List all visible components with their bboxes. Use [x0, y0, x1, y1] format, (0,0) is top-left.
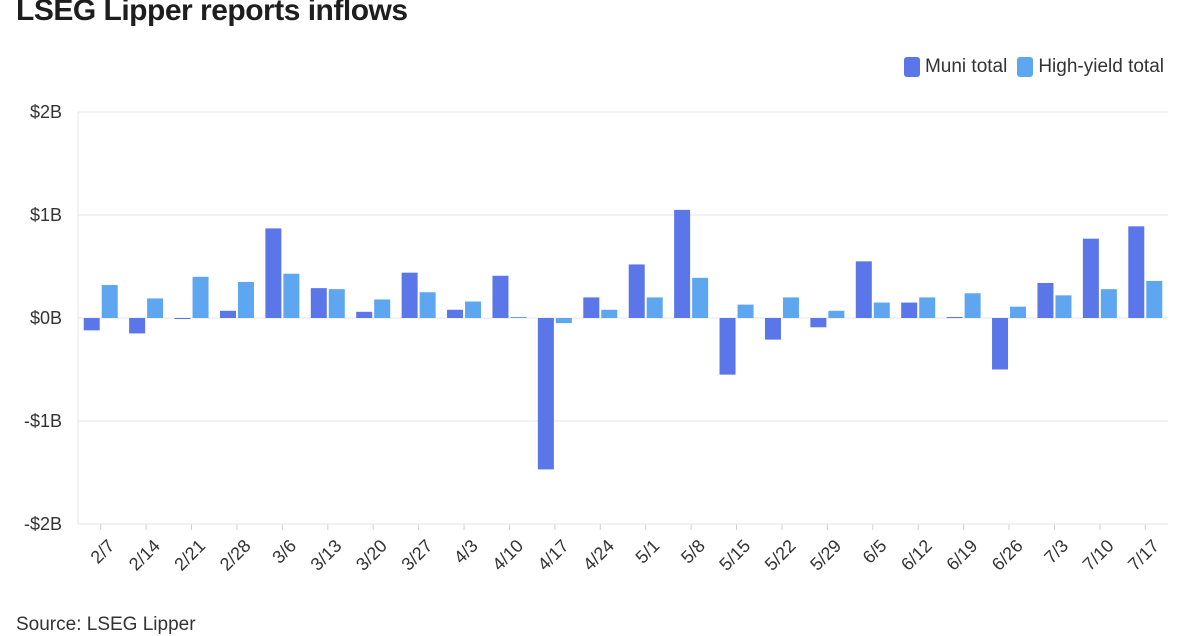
bar-muni [992, 318, 1009, 370]
x-tick-label: 2/28 [216, 536, 255, 575]
bar-muni [310, 288, 327, 318]
bar-high-yield [555, 318, 572, 324]
x-tick-label: 6/26 [988, 536, 1027, 575]
bar-muni [219, 310, 236, 318]
x-tick-label: 2/7 [87, 536, 119, 568]
y-tick-label: -$2B [24, 514, 62, 534]
bar-muni [810, 318, 827, 328]
x-tick-label: 5/22 [761, 536, 800, 575]
bar-high-yield [601, 309, 618, 318]
bar-muni [764, 318, 781, 340]
source-note: Source: LSEG Lipper [16, 614, 196, 635]
bar-high-yield [873, 302, 890, 318]
bar-high-yield [237, 281, 254, 318]
legend-item-muni: Muni total [903, 56, 1008, 78]
bar-high-yield [101, 285, 118, 318]
x-tick-label: 2/14 [125, 536, 164, 575]
bar-high-yield [1146, 280, 1163, 318]
x-tick-label: 4/24 [579, 536, 618, 575]
bar-muni [129, 318, 146, 334]
bar-muni [901, 302, 918, 318]
bar-muni [719, 318, 736, 375]
y-tick-label: $1B [30, 205, 62, 225]
x-tick-label: 6/19 [942, 536, 981, 575]
bar-muni [492, 275, 509, 318]
legend-label-muni: Muni total [924, 56, 1008, 77]
bar-muni [1037, 282, 1054, 318]
x-tick-label: 4/17 [534, 536, 573, 575]
x-tick-label: 4/3 [450, 536, 482, 568]
legend-swatch-high-yield [1017, 57, 1034, 77]
x-tick-label: 5/8 [677, 536, 709, 568]
bar-high-yield [828, 310, 845, 318]
legend-item-high-yield: High-yield total [1017, 56, 1164, 78]
bar-muni [1128, 226, 1145, 318]
bar-muni [628, 264, 645, 318]
x-tick-label: 3/27 [397, 536, 436, 575]
bar-muni [946, 316, 963, 318]
chart-title: LSEG Lipper reports inflows [16, 0, 408, 27]
bar-muni [83, 318, 100, 331]
bar-muni [265, 228, 282, 318]
bar-high-yield [919, 297, 936, 318]
x-tick-label: 5/29 [806, 536, 845, 575]
bar-high-yield [147, 298, 164, 318]
x-tick-label: 7/10 [1079, 536, 1118, 575]
x-tick-label: 6/12 [897, 536, 936, 575]
x-tick-label: 3/13 [307, 536, 346, 575]
bar-high-yield [782, 297, 799, 318]
bar-high-yield [692, 277, 709, 318]
bar-high-yield [374, 299, 391, 318]
bar-high-yield [1100, 289, 1117, 318]
bar-muni [1082, 238, 1099, 318]
bar-high-yield [1010, 306, 1027, 318]
x-tick-label: 3/20 [352, 536, 391, 575]
bar-high-yield [419, 292, 436, 318]
y-tick-label: $2B [30, 102, 62, 122]
bar-high-yield [646, 297, 663, 318]
bar-high-yield [964, 293, 981, 318]
bar-muni [583, 297, 600, 318]
bar-high-yield [192, 276, 209, 318]
x-tick-label: 5/1 [632, 536, 664, 568]
y-tick-label: -$1B [24, 411, 62, 431]
x-tick-label: 5/15 [715, 536, 754, 575]
bar-high-yield [328, 289, 345, 318]
bar-muni [356, 311, 373, 318]
legend-label-high-yield: High-yield total [1038, 56, 1164, 77]
x-tick-label: 7/3 [1040, 536, 1072, 568]
legend: Muni total High-yield total [903, 56, 1164, 78]
bar-high-yield [1055, 295, 1072, 318]
legend-swatch-muni [903, 57, 920, 77]
bar-high-yield [283, 273, 300, 318]
bar-muni [674, 209, 691, 318]
bar-muni [174, 318, 191, 320]
bar-muni [855, 261, 872, 318]
bar-high-yield [510, 316, 527, 318]
bar-muni [537, 318, 554, 470]
y-tick-label: $0B [30, 308, 62, 328]
x-tick-label: 6/5 [859, 536, 891, 568]
bar-high-yield [465, 301, 482, 318]
bar-muni [401, 272, 418, 318]
x-tick-label: 7/17 [1124, 536, 1163, 575]
bar-muni [447, 309, 464, 318]
x-tick-label: 4/10 [488, 536, 527, 575]
x-tick-label: 2/21 [170, 536, 209, 575]
bar-high-yield [737, 304, 754, 318]
x-tick-label: 3/6 [268, 536, 300, 568]
